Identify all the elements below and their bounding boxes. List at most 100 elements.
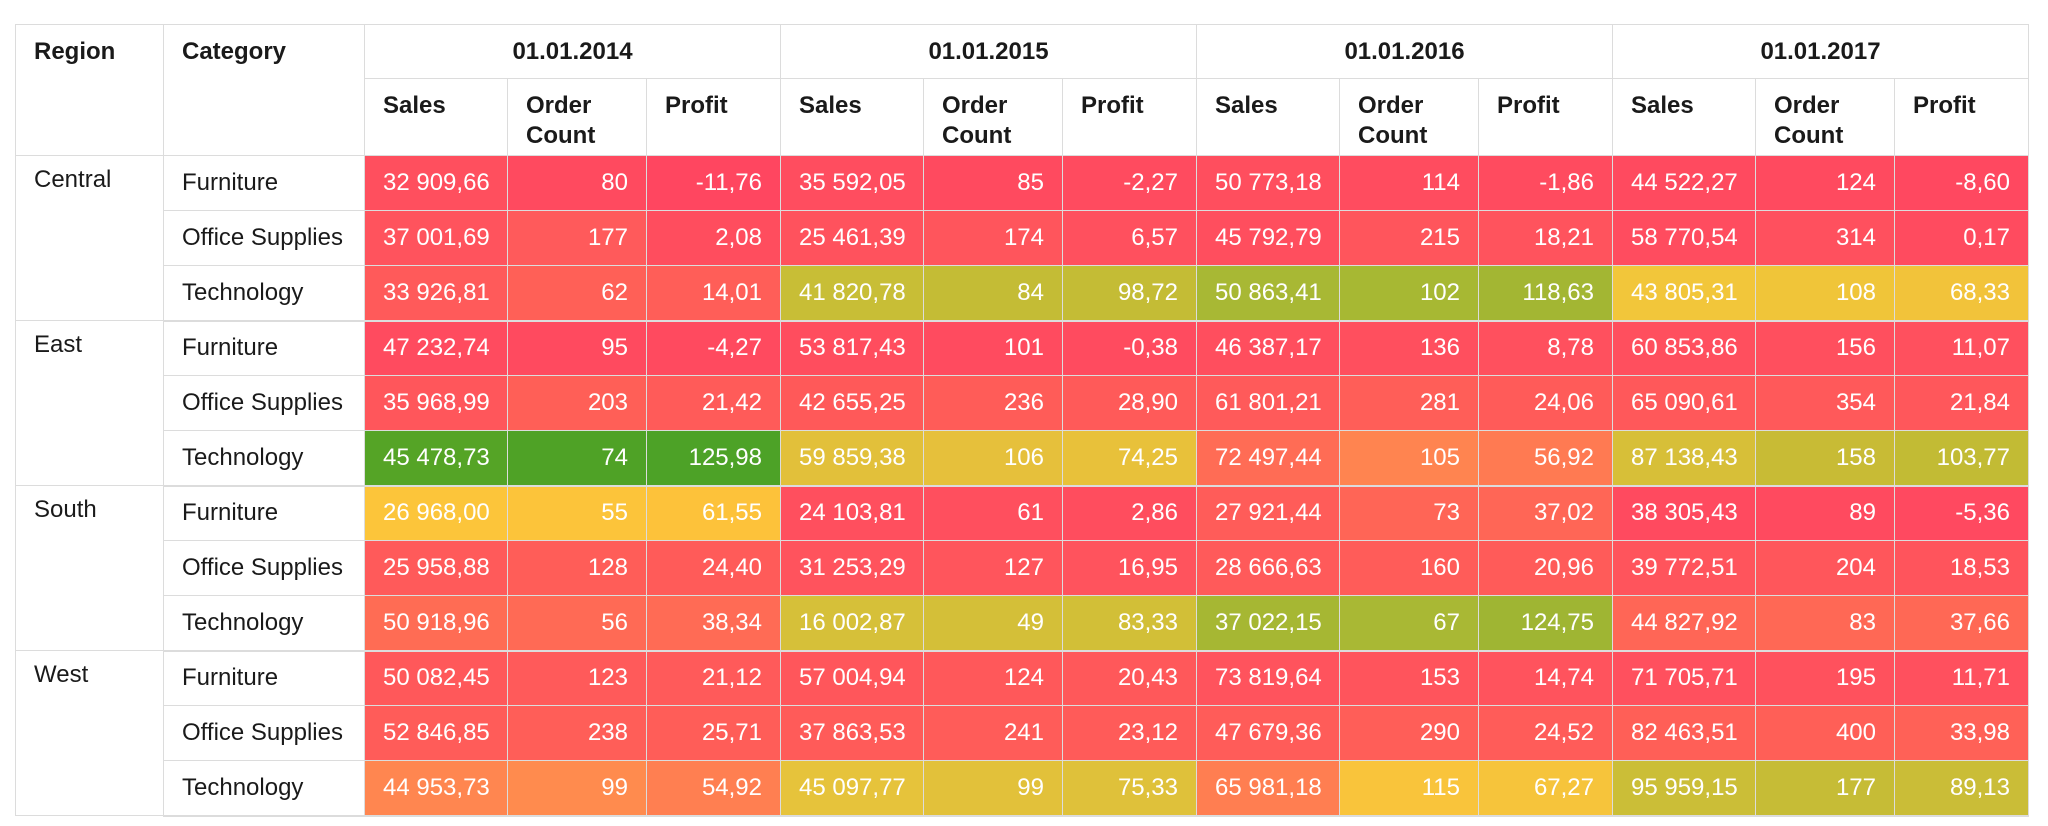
order-count-cell[interactable]: 236 [923, 375, 1063, 431]
sales-cell[interactable]: 45 478,73 [364, 430, 508, 487]
order-count-header[interactable]: Order Count [507, 78, 647, 156]
profit-cell[interactable]: 75,33 [1062, 760, 1197, 817]
sales-cell[interactable]: 44 953,73 [364, 760, 508, 817]
profit-cell[interactable]: 98,72 [1062, 265, 1197, 322]
order-count-cell[interactable]: 83 [1755, 595, 1895, 652]
profit-cell[interactable]: 14,74 [1478, 650, 1613, 706]
order-count-cell[interactable]: 174 [923, 210, 1063, 266]
order-count-cell[interactable]: 160 [1339, 540, 1479, 596]
category-cell[interactable]: Furniture [163, 155, 365, 211]
profit-header[interactable]: Profit [1062, 78, 1197, 156]
order-count-cell[interactable]: 102 [1339, 265, 1479, 322]
profit-cell[interactable]: -8,60 [1894, 155, 2029, 211]
profit-cell[interactable]: 118,63 [1478, 265, 1613, 322]
order-count-cell[interactable]: 61 [923, 485, 1063, 541]
order-count-cell[interactable]: 56 [507, 595, 647, 652]
order-count-cell[interactable]: 73 [1339, 485, 1479, 541]
sales-cell[interactable]: 50 863,41 [1196, 265, 1340, 322]
profit-cell[interactable]: -11,76 [646, 155, 781, 211]
order-count-cell[interactable]: 204 [1755, 540, 1895, 596]
category-cell[interactable]: Furniture [163, 320, 365, 376]
sales-cell[interactable]: 44 827,92 [1612, 595, 1756, 652]
region-cell[interactable]: Central [15, 155, 164, 321]
sales-cell[interactable]: 37 001,69 [364, 210, 508, 266]
profit-cell[interactable]: 61,55 [646, 485, 781, 541]
sales-cell[interactable]: 52 846,85 [364, 705, 508, 761]
profit-cell[interactable]: 68,33 [1894, 265, 2029, 322]
sales-cell[interactable]: 35 968,99 [364, 375, 508, 431]
profit-cell[interactable]: 0,17 [1894, 210, 2029, 266]
order-count-cell[interactable]: 153 [1339, 650, 1479, 706]
profit-cell[interactable]: 2,86 [1062, 485, 1197, 541]
order-count-cell[interactable]: 67 [1339, 595, 1479, 652]
profit-cell[interactable]: 28,90 [1062, 375, 1197, 431]
profit-cell[interactable]: 8,78 [1478, 320, 1613, 376]
category-cell[interactable]: Office Supplies [163, 705, 365, 761]
order-count-cell[interactable]: 241 [923, 705, 1063, 761]
order-count-cell[interactable]: 49 [923, 595, 1063, 652]
sales-cell[interactable]: 65 090,61 [1612, 375, 1756, 431]
profit-cell[interactable]: 14,01 [646, 265, 781, 322]
profit-cell[interactable]: 21,12 [646, 650, 781, 706]
profit-header[interactable]: Profit [646, 78, 781, 156]
sales-cell[interactable]: 45 792,79 [1196, 210, 1340, 266]
sales-cell[interactable]: 72 497,44 [1196, 430, 1340, 487]
date-header[interactable]: 01.01.2014 [364, 24, 781, 79]
order-count-cell[interactable]: 124 [923, 650, 1063, 706]
order-count-cell[interactable]: 101 [923, 320, 1063, 376]
date-header[interactable]: 01.01.2015 [780, 24, 1197, 79]
order-count-cell[interactable]: 89 [1755, 485, 1895, 541]
order-count-cell[interactable]: 105 [1339, 430, 1479, 487]
profit-cell[interactable]: 54,92 [646, 760, 781, 817]
profit-cell[interactable]: 11,71 [1894, 650, 2029, 706]
order-count-cell[interactable]: 136 [1339, 320, 1479, 376]
order-count-cell[interactable]: 290 [1339, 705, 1479, 761]
sales-header[interactable]: Sales [1196, 78, 1340, 156]
sales-cell[interactable]: 53 817,43 [780, 320, 924, 376]
sales-cell[interactable]: 57 004,94 [780, 650, 924, 706]
order-count-cell[interactable]: 95 [507, 320, 647, 376]
order-count-cell[interactable]: 215 [1339, 210, 1479, 266]
region-cell[interactable]: East [15, 320, 164, 486]
profit-cell[interactable]: 11,07 [1894, 320, 2029, 376]
profit-cell[interactable]: 56,92 [1478, 430, 1613, 487]
profit-cell[interactable]: 20,96 [1478, 540, 1613, 596]
sales-cell[interactable]: 42 655,25 [780, 375, 924, 431]
profit-cell[interactable]: 21,84 [1894, 375, 2029, 431]
sales-cell[interactable]: 25 958,88 [364, 540, 508, 596]
region-header[interactable]: Region [15, 24, 164, 156]
region-cell[interactable]: West [15, 650, 164, 816]
profit-cell[interactable]: 24,40 [646, 540, 781, 596]
profit-cell[interactable]: 83,33 [1062, 595, 1197, 652]
category-cell[interactable]: Office Supplies [163, 540, 365, 596]
order-count-cell[interactable]: 80 [507, 155, 647, 211]
sales-cell[interactable]: 60 853,86 [1612, 320, 1756, 376]
category-cell[interactable]: Technology [163, 760, 365, 817]
sales-cell[interactable]: 61 801,21 [1196, 375, 1340, 431]
order-count-cell[interactable]: 400 [1755, 705, 1895, 761]
profit-cell[interactable]: 2,08 [646, 210, 781, 266]
sales-header[interactable]: Sales [1612, 78, 1756, 156]
sales-cell[interactable]: 43 805,31 [1612, 265, 1756, 322]
profit-cell[interactable]: 23,12 [1062, 705, 1197, 761]
order-count-cell[interactable]: 124 [1755, 155, 1895, 211]
sales-cell[interactable]: 37 863,53 [780, 705, 924, 761]
order-count-cell[interactable]: 74 [507, 430, 647, 487]
sales-cell[interactable]: 31 253,29 [780, 540, 924, 596]
order-count-cell[interactable]: 156 [1755, 320, 1895, 376]
order-count-cell[interactable]: 238 [507, 705, 647, 761]
sales-cell[interactable]: 73 819,64 [1196, 650, 1340, 706]
order-count-cell[interactable]: 108 [1755, 265, 1895, 322]
sales-cell[interactable]: 27 921,44 [1196, 485, 1340, 541]
sales-cell[interactable]: 46 387,17 [1196, 320, 1340, 376]
date-header[interactable]: 01.01.2016 [1196, 24, 1613, 79]
profit-cell[interactable]: -1,86 [1478, 155, 1613, 211]
sales-cell[interactable]: 28 666,63 [1196, 540, 1340, 596]
order-count-cell[interactable]: 281 [1339, 375, 1479, 431]
profit-cell[interactable]: 124,75 [1478, 595, 1613, 652]
profit-cell[interactable]: 33,98 [1894, 705, 2029, 761]
sales-cell[interactable]: 47 679,36 [1196, 705, 1340, 761]
profit-cell[interactable]: 37,02 [1478, 485, 1613, 541]
order-count-cell[interactable]: 195 [1755, 650, 1895, 706]
sales-cell[interactable]: 95 959,15 [1612, 760, 1756, 817]
